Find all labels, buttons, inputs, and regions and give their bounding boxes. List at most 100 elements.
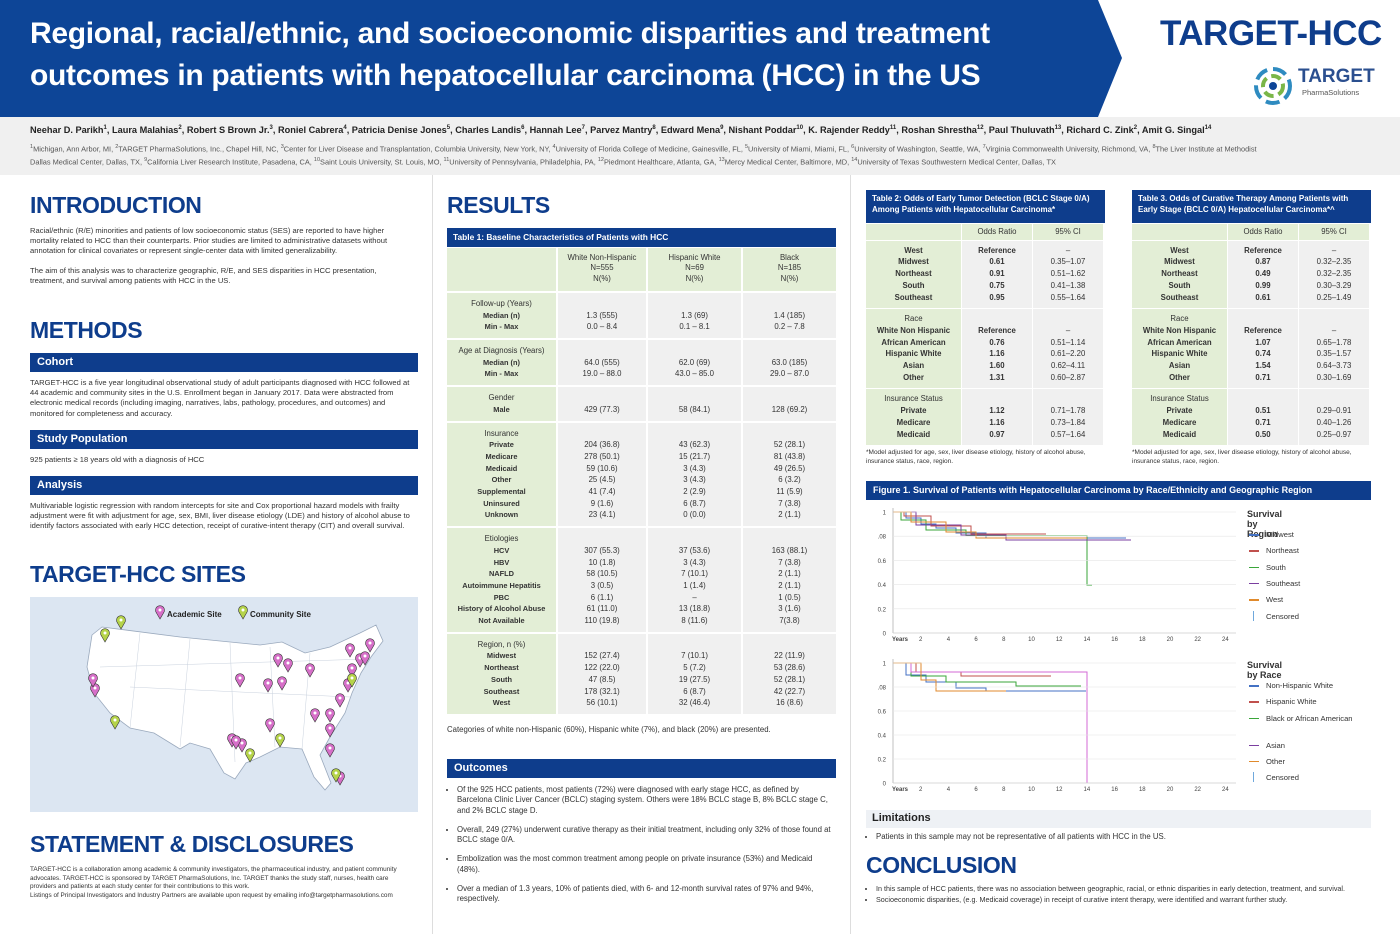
map-legend-label: Academic Site bbox=[167, 610, 222, 619]
cell-value: 0.61 bbox=[989, 257, 1005, 267]
site-pin bbox=[283, 658, 293, 673]
author-name: , Laura Malahias bbox=[106, 125, 179, 136]
x-tick-label: 24 bbox=[1222, 637, 1229, 643]
value-cell: 152 (27.4) 122 (22.0) 47 (8.5) 178 (32.1) 56… bbox=[558, 633, 646, 714]
group-label-cell: Insurance Status Private Medicare Medicaid bbox=[866, 389, 961, 446]
affil-text: University of Miami, Miami, FL, bbox=[748, 144, 852, 154]
km-curve bbox=[893, 511, 1131, 541]
limitations-band bbox=[866, 810, 1371, 828]
table-title: Table 1: Baseline Characteristics of Pat… bbox=[447, 228, 836, 247]
cell-value: 25 (4.5) bbox=[588, 475, 616, 485]
row-label: Southeast bbox=[483, 686, 520, 696]
cell-value: 2 (1.1) bbox=[778, 569, 801, 579]
row-label: Midwest bbox=[898, 257, 929, 267]
site-pin-dot bbox=[266, 681, 270, 685]
legend-swatch bbox=[1249, 599, 1259, 601]
author-affil-number: 10 bbox=[796, 125, 804, 131]
cell-value: 47 (8.5) bbox=[588, 674, 616, 684]
cell-value: 56 (10.1) bbox=[586, 698, 618, 708]
group-label-cell: Gender Male bbox=[447, 387, 556, 421]
group-label-cell: Race White Non Hispanic African American Hi… bbox=[1132, 309, 1227, 389]
cell-value: 6 (3.2) bbox=[778, 475, 801, 485]
cell-value: 7 (3.8) bbox=[778, 498, 801, 508]
x-tick-label: 14 bbox=[1084, 637, 1091, 643]
cell-value: 1.4 (185) bbox=[773, 310, 806, 320]
legend-swatch bbox=[1249, 701, 1259, 703]
cell-value: 278 (50.1) bbox=[584, 451, 620, 461]
site-pin-dot bbox=[93, 686, 97, 690]
cell-value: 178 (32.1) bbox=[584, 686, 620, 696]
x-tick-label: 12 bbox=[1056, 787, 1063, 793]
row-label: Male bbox=[493, 404, 510, 414]
row-label: Other bbox=[903, 372, 924, 382]
cell-value: 1.07 bbox=[1255, 337, 1271, 347]
x-tick-label: 20 bbox=[1167, 787, 1174, 793]
spacer bbox=[1035, 313, 1101, 325]
cell-value: 0.51–1.62 bbox=[1050, 269, 1086, 279]
site-pin-dot bbox=[238, 676, 242, 680]
cell-value: 3 (4.3) bbox=[683, 463, 706, 473]
y-tick-label: 0.6 bbox=[878, 710, 887, 716]
site-pin-dot bbox=[308, 666, 312, 670]
affil-text: University of Texas Southwestern Medical… bbox=[857, 157, 1056, 167]
cell-value: 0.51 bbox=[1255, 406, 1271, 416]
cell-value: 0.49 bbox=[1255, 269, 1271, 279]
author-affil-number: 11 bbox=[889, 125, 897, 131]
value-cell: Reference 0.87 0.49 0.99 0.61 bbox=[1228, 240, 1298, 309]
header-arrow bbox=[0, 0, 1122, 117]
cell-value: 16 (8.6) bbox=[776, 698, 803, 708]
cell-value: 3 (1.6) bbox=[778, 604, 801, 614]
site-pin bbox=[245, 748, 255, 763]
spacer bbox=[650, 639, 739, 651]
cell-value: 0.1 – 8.1 bbox=[679, 322, 710, 332]
limitations-list: Patients in this sample may not be repre… bbox=[866, 832, 1371, 851]
cell-value: 429 (77.3) bbox=[584, 404, 620, 414]
site-pin-dot bbox=[241, 608, 245, 612]
table-grid: Odds Ratio 95% CI West Midwest Northeast Sout… bbox=[1132, 224, 1371, 446]
group-label: Race bbox=[1170, 314, 1189, 324]
spacer bbox=[650, 298, 739, 310]
cell-value: 10 (1.8) bbox=[588, 557, 616, 567]
group-label: Region, n (%) bbox=[477, 639, 526, 649]
paragraph: TARGET-HCC is a five year longitudinal o… bbox=[30, 378, 410, 418]
row-label: Midwest bbox=[1164, 257, 1195, 267]
limitations-heading: Limitations bbox=[872, 812, 931, 824]
site-pin bbox=[335, 693, 345, 708]
x-tick-label: 20 bbox=[1167, 637, 1174, 643]
value-cell: – 0.65–1.78 0.35–1.57 0.64–3.73 0.30–1.69 bbox=[1299, 309, 1369, 389]
site-pin bbox=[331, 768, 341, 783]
site-pin bbox=[277, 676, 287, 691]
cell-value: 0.65–1.78 bbox=[1316, 337, 1352, 347]
sites-map: Academic Site Community Site bbox=[30, 597, 418, 812]
author-name: , Amit G. Singal bbox=[1137, 125, 1205, 136]
site-pin-dot bbox=[119, 618, 123, 622]
header-cell: Black N=185 N(%) bbox=[743, 248, 836, 291]
legend-label: Hispanic White bbox=[1266, 697, 1317, 707]
row-label: West bbox=[904, 245, 923, 255]
bullet-list: In this sample of HCC patients, there wa… bbox=[866, 884, 1376, 906]
author-affil-number: 1 bbox=[103, 125, 107, 131]
site-pin bbox=[325, 743, 335, 758]
affil-text: Michigan, Ann Arbor, MI, bbox=[33, 144, 116, 154]
cell-value: 152 (27.4) bbox=[584, 651, 620, 661]
affil-text: Center for Liver Disease and Transplanta… bbox=[283, 144, 553, 154]
row-label: Private bbox=[489, 440, 514, 450]
table-caption: Categories of white non-Hispanic (60%), … bbox=[447, 725, 771, 734]
row-label: Not Available bbox=[478, 616, 525, 626]
cell-value: 0.35–1.57 bbox=[1316, 349, 1352, 359]
spacer bbox=[1301, 393, 1367, 405]
group-label: Follow-up (Years) bbox=[471, 298, 532, 308]
affil-number: 6 bbox=[851, 144, 855, 150]
value-cell: 1.3 (69) 0.1 – 8.1 bbox=[648, 292, 741, 338]
group-label: Etiologies bbox=[484, 534, 519, 544]
affil-number: 14 bbox=[851, 156, 858, 163]
column-header: Black bbox=[779, 253, 800, 262]
site-pin-dot bbox=[113, 718, 117, 722]
cell-value: 0.32–2.35 bbox=[1316, 269, 1352, 279]
paragraph: Multivariable logistic regression with r… bbox=[30, 501, 410, 531]
cell-value: 32 (46.4) bbox=[678, 698, 711, 708]
value-cell: 22 (11.9) 53 (28.6) 52 (28.1) 42 (22.7) 16 (… bbox=[743, 633, 836, 714]
title-line: Regional, racial/ethnic, and socioeconom… bbox=[30, 17, 990, 50]
spacer bbox=[560, 392, 644, 404]
site-pin bbox=[310, 708, 320, 723]
